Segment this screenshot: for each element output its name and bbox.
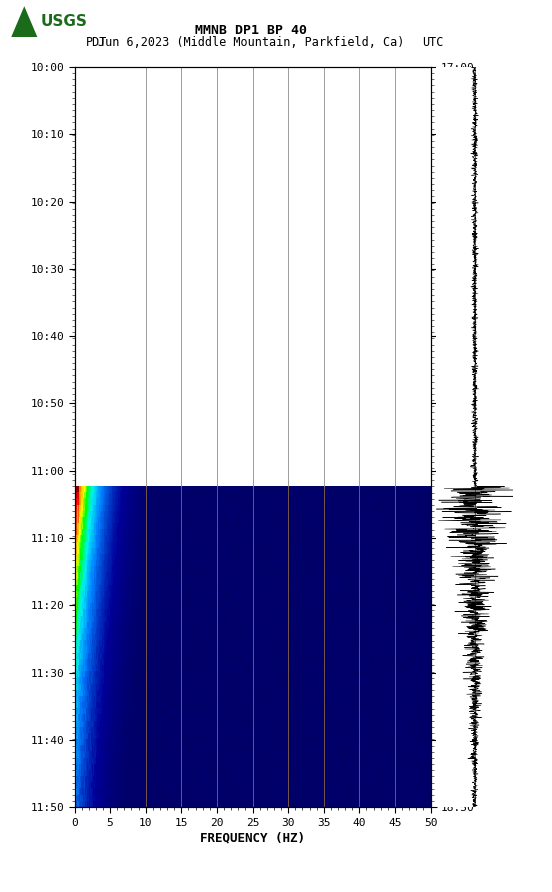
Text: Jun 6,2023 (Middle Mountain, Parkfield, Ca): Jun 6,2023 (Middle Mountain, Parkfield, … bbox=[98, 36, 405, 49]
X-axis label: FREQUENCY (HZ): FREQUENCY (HZ) bbox=[200, 832, 305, 845]
Text: USGS: USGS bbox=[41, 14, 88, 29]
Text: MMNB DP1 BP 40: MMNB DP1 BP 40 bbox=[195, 24, 307, 37]
Text: PDT: PDT bbox=[86, 36, 107, 49]
Polygon shape bbox=[11, 6, 38, 37]
Text: UTC: UTC bbox=[422, 36, 444, 49]
